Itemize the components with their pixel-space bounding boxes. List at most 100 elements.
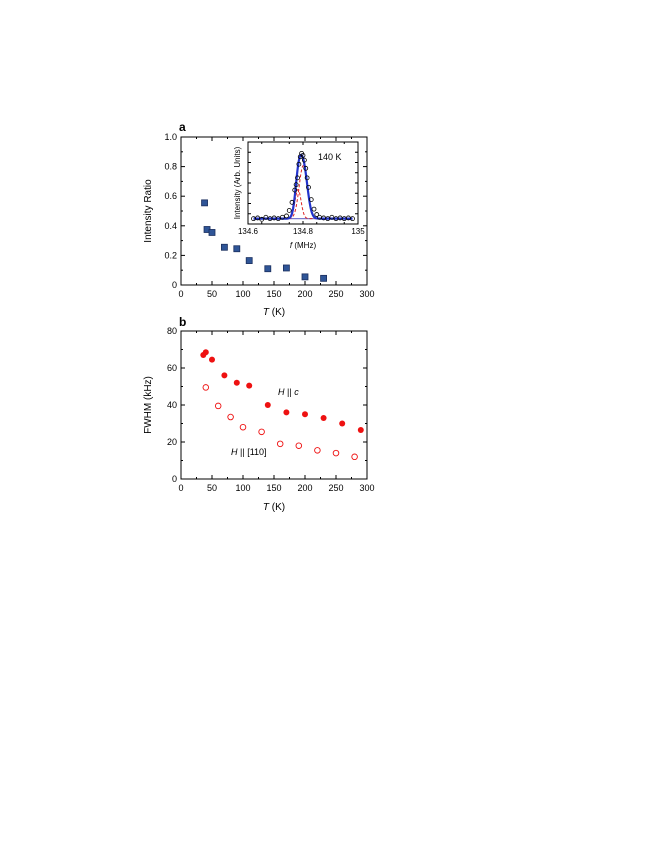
y-tick-label: 0 xyxy=(172,280,177,290)
inset-x-tick-label: 135 xyxy=(351,227,365,236)
panel-a-label: a xyxy=(179,120,186,134)
panel-a: a 0 50 100 150 200 250 300 0 0.2 0.4 0.6 0.8 1.0 T (… xyxy=(143,120,375,318)
legend-h-parallel-c: H || c xyxy=(278,387,299,397)
inset-data-point xyxy=(289,199,295,205)
y-tick-label: 80 xyxy=(167,326,177,336)
data-point-filled xyxy=(283,409,290,416)
data-point-open xyxy=(276,440,284,448)
x-tick-label: 100 xyxy=(235,483,250,493)
inset-temperature-annotation: 140 K xyxy=(318,152,342,162)
inset-xlabel: f (MHz) xyxy=(290,241,317,250)
inset-data-point xyxy=(301,157,307,163)
inset-x-tick-label: 134.6 xyxy=(238,227,259,236)
y-tick-label: 60 xyxy=(167,363,177,373)
inset-data-point xyxy=(259,216,265,222)
panel-b-frame xyxy=(180,330,368,480)
inset-ylabel: Intensity (Arb. Units) xyxy=(233,146,242,219)
panel-b-ticks: 0 50 100 150 200 250 300 0 20 40 60 80 xyxy=(167,326,375,493)
data-point-filled xyxy=(339,420,346,427)
data-point-open xyxy=(202,384,210,391)
x-tick-label: 250 xyxy=(328,483,343,493)
x-tick-label: 0 xyxy=(178,483,183,493)
y-tick-label: 0.2 xyxy=(164,250,177,260)
y-tick-label: 0.6 xyxy=(164,191,177,201)
x-tick-label: 100 xyxy=(235,289,250,299)
data-point-open xyxy=(239,423,247,431)
x-tick-label: 150 xyxy=(266,289,281,299)
x-tick-label: 250 xyxy=(328,289,343,299)
data-point-filled xyxy=(357,426,364,433)
data-point-filled xyxy=(209,356,215,363)
inset-data-point xyxy=(296,161,302,167)
panel-a-inset: 134.6 134.8 135 140 K f (MHz) Intensity (A… xyxy=(233,141,365,250)
y-tick-label: 0.8 xyxy=(164,162,177,172)
y-tick-label: 40 xyxy=(167,400,177,410)
x-tick-label: 300 xyxy=(359,289,374,299)
data-point-square xyxy=(208,229,216,236)
inset-data-point xyxy=(293,182,299,188)
inset-data-point xyxy=(255,215,261,221)
data-point-open xyxy=(314,447,321,454)
y-tick-label: 0.4 xyxy=(164,221,177,231)
inset-data-point xyxy=(284,213,289,219)
data-point-open xyxy=(258,428,265,436)
x-tick-label: 50 xyxy=(207,483,217,493)
data-point-open xyxy=(351,453,358,461)
panel-b-label: b xyxy=(179,315,186,329)
x-tick-label: 150 xyxy=(266,483,281,493)
inset-data-point xyxy=(295,175,300,181)
inset-data-point xyxy=(350,216,355,222)
x-tick-label: 0 xyxy=(178,289,183,299)
panel-a-ylabel: Intensity Ratio xyxy=(143,179,154,243)
x-tick-label: 300 xyxy=(359,483,374,493)
panel-a-ticks: 0 50 100 150 200 250 300 0 0.2 0.4 0.6 0.8 1.0 xyxy=(164,132,374,299)
data-point-filled xyxy=(302,411,308,418)
data-point-square xyxy=(220,243,228,251)
panel-b-ylabel: FWHM (kHz) xyxy=(143,376,154,434)
x-tick-label: 200 xyxy=(297,289,312,299)
data-point-open xyxy=(332,449,340,457)
data-point-square xyxy=(301,273,309,281)
inset-data-point xyxy=(286,208,292,213)
data-point-filled xyxy=(246,382,253,389)
panel-a-xlabel: T (K) xyxy=(263,307,285,318)
panel-a-points xyxy=(201,199,328,282)
x-tick-label: 200 xyxy=(297,483,312,493)
x-tick-label: 50 xyxy=(207,289,217,299)
inset-x-tick-label: 134.8 xyxy=(293,227,314,236)
inset-fit-curve xyxy=(253,153,353,220)
y-tick-label: 0 xyxy=(172,474,177,484)
inset-data-point xyxy=(275,216,281,222)
legend-h-parallel-110: H || [110] xyxy=(231,447,267,457)
data-point-filled xyxy=(202,349,209,356)
inset-data-point xyxy=(304,175,310,181)
data-point-square xyxy=(264,265,272,273)
inset-data-point xyxy=(314,212,320,217)
data-point-square xyxy=(233,245,241,253)
y-tick-label: 20 xyxy=(167,437,177,447)
data-point-square xyxy=(201,199,208,207)
data-point-filled xyxy=(320,414,327,421)
inset-data-point xyxy=(279,214,285,220)
inset-plot xyxy=(251,150,355,222)
inset-data-point xyxy=(263,214,269,220)
panel-b: b 0 50 100 150 200 250 300 0 20 40 60 80 H || c H |… xyxy=(143,315,375,513)
data-point-square xyxy=(282,264,290,272)
inset-data-point xyxy=(308,197,314,203)
panel-b-points xyxy=(200,349,364,461)
inset-data-point xyxy=(325,216,331,222)
data-point-filled xyxy=(264,402,271,408)
data-point-filled xyxy=(221,372,228,379)
data-point-square xyxy=(245,257,253,264)
inset-data-point xyxy=(292,187,298,193)
data-point-open xyxy=(214,402,222,410)
inset-data-point xyxy=(300,152,306,158)
inset-data-point xyxy=(303,165,309,171)
y-tick-label: 1.0 xyxy=(164,132,177,142)
inset-ticks: 134.6 134.8 135 xyxy=(238,142,365,236)
inset-data-point xyxy=(311,206,317,212)
inset-data-point xyxy=(306,184,311,190)
data-point-square xyxy=(320,274,328,282)
panel-b-xlabel: T (K) xyxy=(263,502,285,513)
